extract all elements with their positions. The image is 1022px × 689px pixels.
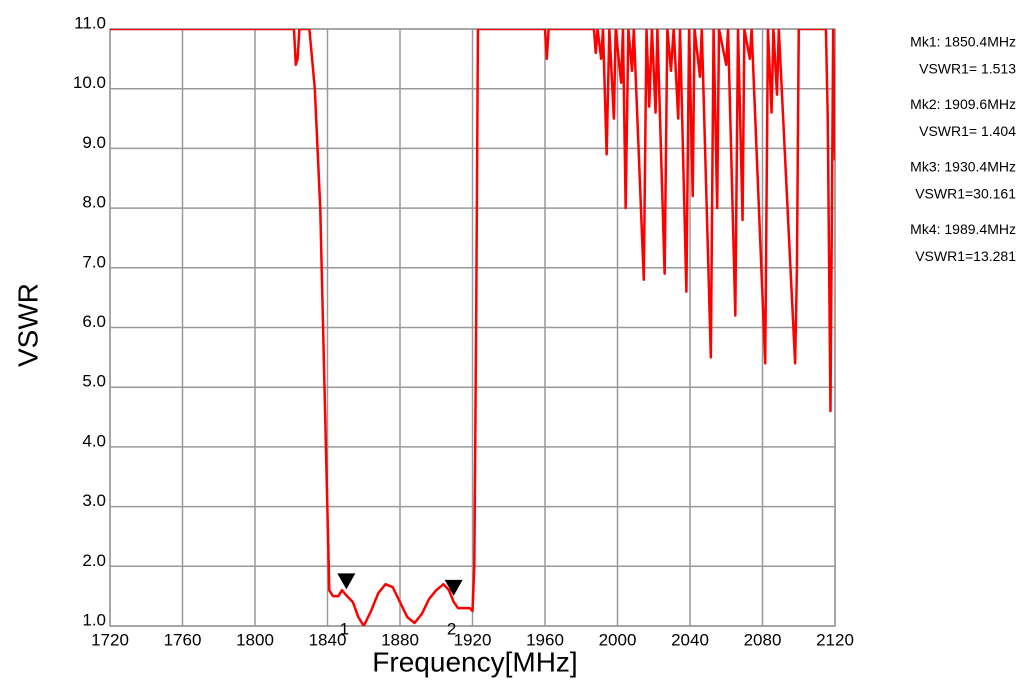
- readout-frequency: Mk4: 1989.4MHz: [910, 221, 1016, 237]
- readout-frequency: Mk1: 1850.4MHz: [910, 34, 1016, 50]
- series-line: [110, 29, 835, 626]
- readout-frequency: Mk2: 1909.6MHz: [910, 96, 1016, 112]
- x-tick-label: 2080: [744, 630, 782, 649]
- y-axis-label: VSWR: [12, 283, 43, 367]
- y-tick-label: 6.0: [82, 312, 106, 331]
- x-tick-label: 1880: [381, 630, 419, 649]
- y-tick-label: 8.0: [82, 193, 106, 212]
- y-tick-label: 10.0: [73, 73, 106, 92]
- x-tick-label: 2040: [671, 630, 709, 649]
- y-tick-label: 4.0: [82, 431, 106, 450]
- x-axis-label: Frequency[MHz]: [372, 646, 577, 677]
- y-tick-label: 2.0: [82, 551, 106, 570]
- marker-triangle: [337, 573, 356, 590]
- marker-triangle: [444, 579, 463, 596]
- marker-label: 1: [340, 619, 349, 638]
- x-tick-label: 1960: [526, 630, 564, 649]
- y-tick-label: 1.0: [82, 610, 106, 629]
- plot-border: [109, 28, 836, 627]
- y-tick-label: 7.0: [82, 252, 106, 271]
- y-tick-label: 11.0: [74, 13, 106, 32]
- x-tick-label: 2000: [599, 630, 637, 649]
- x-tick-label: 1760: [164, 630, 202, 649]
- readout-vswr: VSWR1= 1.513: [919, 61, 1016, 77]
- x-tick-label: 1840: [309, 630, 347, 649]
- x-tick-label: 1720: [91, 630, 129, 649]
- y-tick-label: 9.0: [82, 133, 106, 152]
- readout-frequency: Mk3: 1930.4MHz: [910, 159, 1016, 175]
- y-tick-label: 3.0: [82, 491, 106, 510]
- x-tick-label: 1800: [236, 630, 274, 649]
- readout-vswr: VSWR1=13.281: [915, 248, 1016, 264]
- x-tick-label: 2120: [816, 630, 854, 649]
- plot-layer: [110, 29, 835, 626]
- x-tick-label: 1920: [454, 630, 492, 649]
- readout-vswr: VSWR1= 1.404: [919, 123, 1016, 139]
- y-tick-label: 5.0: [82, 372, 106, 391]
- readout-vswr: VSWR1=30.161: [915, 186, 1016, 202]
- marker-label: 2: [447, 619, 456, 638]
